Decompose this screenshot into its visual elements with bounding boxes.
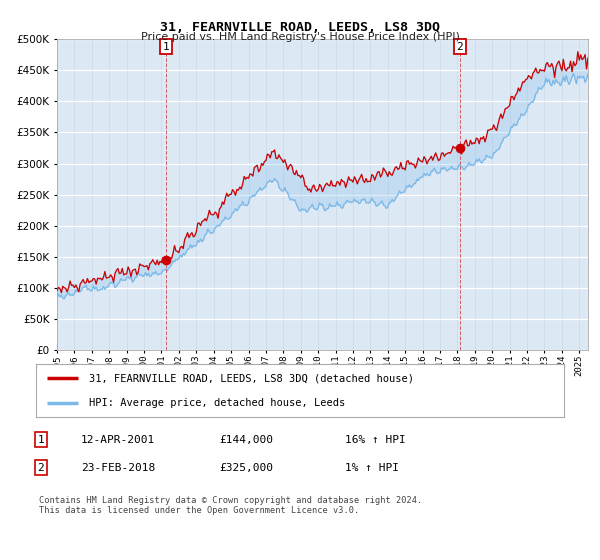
Text: 12-APR-2001: 12-APR-2001 xyxy=(81,435,155,445)
Text: 1% ↑ HPI: 1% ↑ HPI xyxy=(345,463,399,473)
Text: £144,000: £144,000 xyxy=(219,435,273,445)
Text: 23-FEB-2018: 23-FEB-2018 xyxy=(81,463,155,473)
Text: 1: 1 xyxy=(163,41,170,52)
Text: Contains HM Land Registry data © Crown copyright and database right 2024.
This d: Contains HM Land Registry data © Crown c… xyxy=(39,496,422,515)
Text: 31, FEARNVILLE ROAD, LEEDS, LS8 3DQ: 31, FEARNVILLE ROAD, LEEDS, LS8 3DQ xyxy=(160,21,440,34)
Text: 31, FEARNVILLE ROAD, LEEDS, LS8 3DQ (detached house): 31, FEARNVILLE ROAD, LEEDS, LS8 3DQ (det… xyxy=(89,374,414,384)
Text: 1: 1 xyxy=(37,435,44,445)
Text: 2: 2 xyxy=(37,463,44,473)
Text: Price paid vs. HM Land Registry's House Price Index (HPI): Price paid vs. HM Land Registry's House … xyxy=(140,32,460,43)
Text: HPI: Average price, detached house, Leeds: HPI: Average price, detached house, Leed… xyxy=(89,398,345,408)
Text: £325,000: £325,000 xyxy=(219,463,273,473)
Text: 2: 2 xyxy=(457,41,463,52)
Text: 16% ↑ HPI: 16% ↑ HPI xyxy=(345,435,406,445)
